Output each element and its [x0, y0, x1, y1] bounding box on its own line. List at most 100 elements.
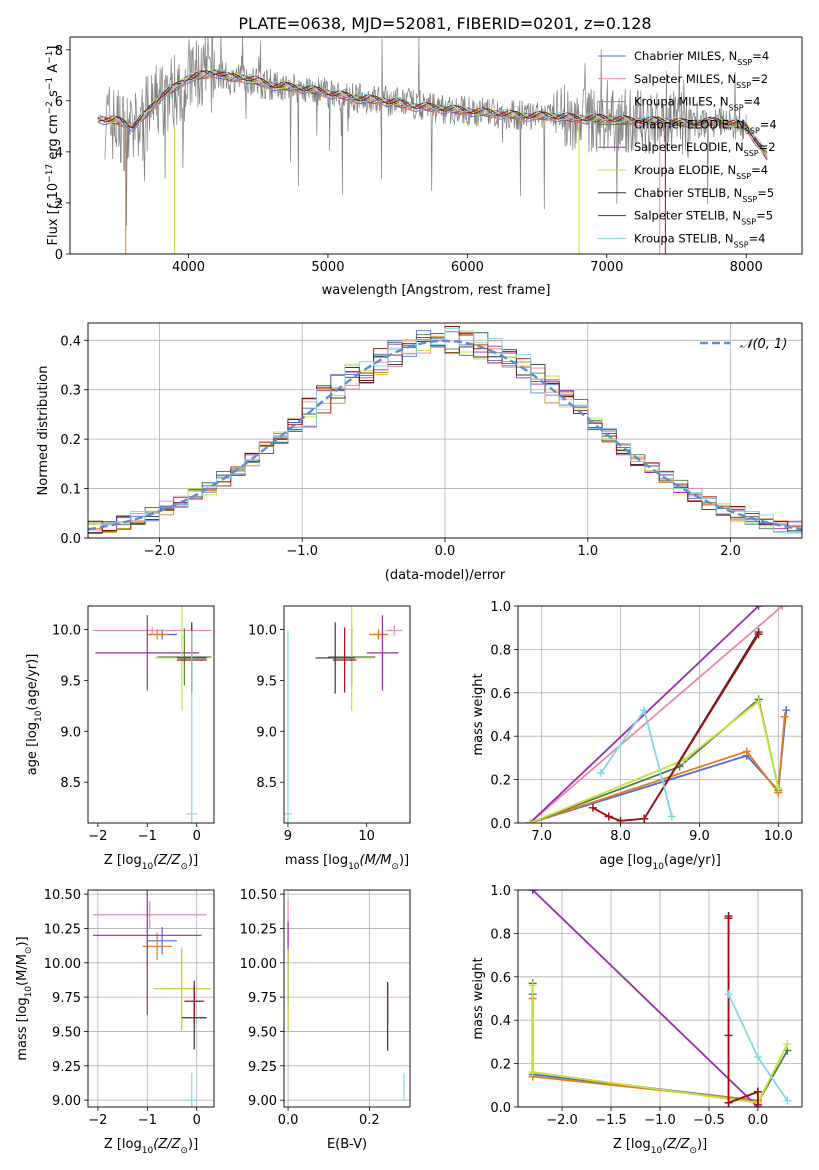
- weight-marker-4-1: [754, 606, 763, 610]
- weight-line-6: [727, 918, 759, 1105]
- spectrum-legend: Chabrier MILES, NSSP=4 Salpeter MILES, NS…: [598, 49, 777, 249]
- weight-marker-5-3: [774, 784, 783, 793]
- y-tick-label: 10.00: [44, 957, 81, 972]
- y-axis-label: Normed distribution: [36, 366, 51, 496]
- weight-marker-7-2: [616, 816, 625, 823]
- weight-line-7: [592, 633, 760, 822]
- x-axis-label: Z [log10(Z/Z⊙)]: [104, 853, 198, 872]
- weight-marker-3-0: [528, 890, 537, 894]
- x-tick-label: 4000: [172, 260, 205, 275]
- legend-label-7: Salpeter STELIB, NSSP=5: [634, 209, 773, 227]
- y-tick-label: 10.25: [240, 922, 277, 937]
- axes-frame: [87, 605, 215, 824]
- gaussian-legend-label: 𝒩(0, 1): [740, 337, 787, 352]
- y-tick-label: 0.8: [490, 643, 511, 658]
- y-tick-label: 8: [55, 44, 63, 59]
- model-line-7: [97, 70, 768, 153]
- y-tick-label: 9.25: [248, 1060, 277, 1075]
- y-tick-label: 9.75: [248, 991, 277, 1006]
- x-axis-label: mass [log10(M/M⊙)]: [285, 853, 409, 872]
- y-tick-label: 10.50: [44, 888, 81, 903]
- weight_vs_Z-plot: [528, 890, 792, 1107]
- age_vs_mass-plot: [284, 606, 403, 823]
- weight-line-4: [529, 606, 760, 823]
- y-tick-label: 0.4: [490, 1014, 511, 1029]
- x-tick-label: −1.0: [644, 1113, 676, 1128]
- axes-residuals: −2.0 −1.0 0.0 1.0 2.0 0.0 0.1 0.2 0.3 0.4 (data-mo…: [36, 322, 803, 583]
- axes-frame: [87, 889, 215, 1108]
- y-tick-label: 9.75: [52, 991, 81, 1006]
- y-tick-label: 0.6: [490, 687, 511, 702]
- y-tick-label: 9.25: [52, 1060, 81, 1075]
- x-axis-label: E(B-V): [327, 1137, 367, 1152]
- x-tick-label: 2.0: [720, 544, 741, 559]
- axes-frame: [517, 605, 803, 824]
- y-tick-label: 4: [55, 146, 63, 161]
- y-tick-label: 0: [55, 248, 63, 263]
- axes-age_vs_mass: 9 10 8.5 9.0 9.5 10.0 mass [log10(M/M⊙)]: [248, 605, 411, 872]
- y-tick-label: 0.2: [490, 1058, 511, 1073]
- y-tick-label: 9.50: [52, 1025, 81, 1040]
- y-tick-label: 9.0: [60, 725, 81, 740]
- x-tick-label: −0.5: [693, 1113, 725, 1128]
- y-tick-label: 10.25: [44, 922, 81, 937]
- x-axis-label: Z [log10(Z/Z⊙)]: [104, 1137, 198, 1156]
- weight-line-1: [529, 606, 783, 823]
- x-tick-label: −2: [88, 829, 107, 844]
- x-tick-label: −1: [138, 829, 157, 844]
- x-tick-label: 9.0: [689, 829, 710, 844]
- weight-marker-7-3: [640, 814, 649, 823]
- weight-marker-6-1: [724, 1031, 733, 1040]
- axes-weight_vs_Z: −2.0 −1.5 −1.0 −0.5 0.0 0.0 0.2 0.4 0.6 0.8 1.0 mas…: [471, 884, 803, 1156]
- x-tick-label: 0: [193, 1113, 201, 1128]
- x-tick-label: 6000: [451, 260, 484, 275]
- y-tick-label: 9.5: [256, 674, 277, 689]
- y-tick-label: 0.8: [490, 927, 511, 942]
- y-tick-label: 1.0: [490, 600, 511, 615]
- weight-line-1: [531, 998, 758, 1102]
- y-tick-label: 0.4: [490, 730, 511, 745]
- weight-marker-5-2: [754, 697, 763, 706]
- legend-label-1: Salpeter MILES, NSSP=2: [634, 72, 768, 90]
- x-tick-label: 7.0: [531, 829, 552, 844]
- x-axis-label: Z [log10(Z/Z⊙)]: [613, 1137, 707, 1156]
- weight-marker-4-1: [528, 1068, 537, 1077]
- weight-marker-2-1: [742, 747, 751, 756]
- x-tick-label: 0.0: [278, 1113, 299, 1128]
- x-tick-label: 5000: [311, 260, 344, 275]
- x-tick-label: 0.2: [359, 1113, 380, 1128]
- axes-mass_vs_Z: −2 −1 0 9.00 9.25 9.50 9.75 10.00 10.25 10.50 Z [l…: [15, 888, 215, 1156]
- y-tick-label: 9.5: [60, 674, 81, 689]
- x-tick-label: 10: [358, 829, 375, 844]
- axes-weight_vs_age: 7.0 8.0 9.0 10.0 0.0 0.2 0.4 0.6 0.8 1.0 mass weig…: [471, 600, 803, 872]
- age_vs_Z-plot: [92, 606, 212, 823]
- legend-label-6: Chabrier STELIB, NSSP=5: [634, 186, 774, 204]
- y-tick-label: 0.6: [490, 971, 511, 986]
- weight-marker-6-2: [724, 1098, 733, 1107]
- legend-label-0: Chabrier MILES, NSSP=4: [634, 49, 769, 67]
- weight-marker-7-1: [604, 812, 613, 821]
- x-tick-label: −2.0: [546, 1113, 578, 1128]
- weight-marker-0-3: [782, 706, 791, 715]
- x-tick-label: −1.0: [286, 544, 318, 559]
- y-tick-label: 0.2: [490, 774, 511, 789]
- x-axis-label: (data-model)/error: [385, 568, 506, 583]
- mass_vs_EBV-plot: [287, 900, 405, 1101]
- y-tick-label: 10.0: [248, 623, 277, 638]
- weight-line-5: [529, 699, 780, 823]
- model-line-2: [97, 71, 768, 159]
- weight-marker-5-0: [525, 819, 534, 823]
- weight-marker-4-3: [783, 1040, 792, 1049]
- spectrum-plot: [97, 37, 768, 254]
- y-tick-label: 9.50: [248, 1025, 277, 1040]
- axes-frame: [283, 889, 411, 1108]
- axes-frame: [69, 36, 803, 255]
- y-tick-label: 0.2: [60, 433, 81, 448]
- y-axis-label: mass weight: [471, 673, 486, 755]
- y-tick-label: 2: [55, 197, 63, 212]
- weight-marker-4-0: [528, 981, 537, 990]
- x-tick-label: −1: [138, 1113, 157, 1128]
- x-tick-label: −2: [88, 1113, 107, 1128]
- weight-marker-1-1: [778, 606, 787, 610]
